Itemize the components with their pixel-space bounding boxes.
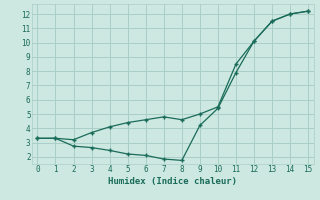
X-axis label: Humidex (Indice chaleur): Humidex (Indice chaleur) [108,177,237,186]
